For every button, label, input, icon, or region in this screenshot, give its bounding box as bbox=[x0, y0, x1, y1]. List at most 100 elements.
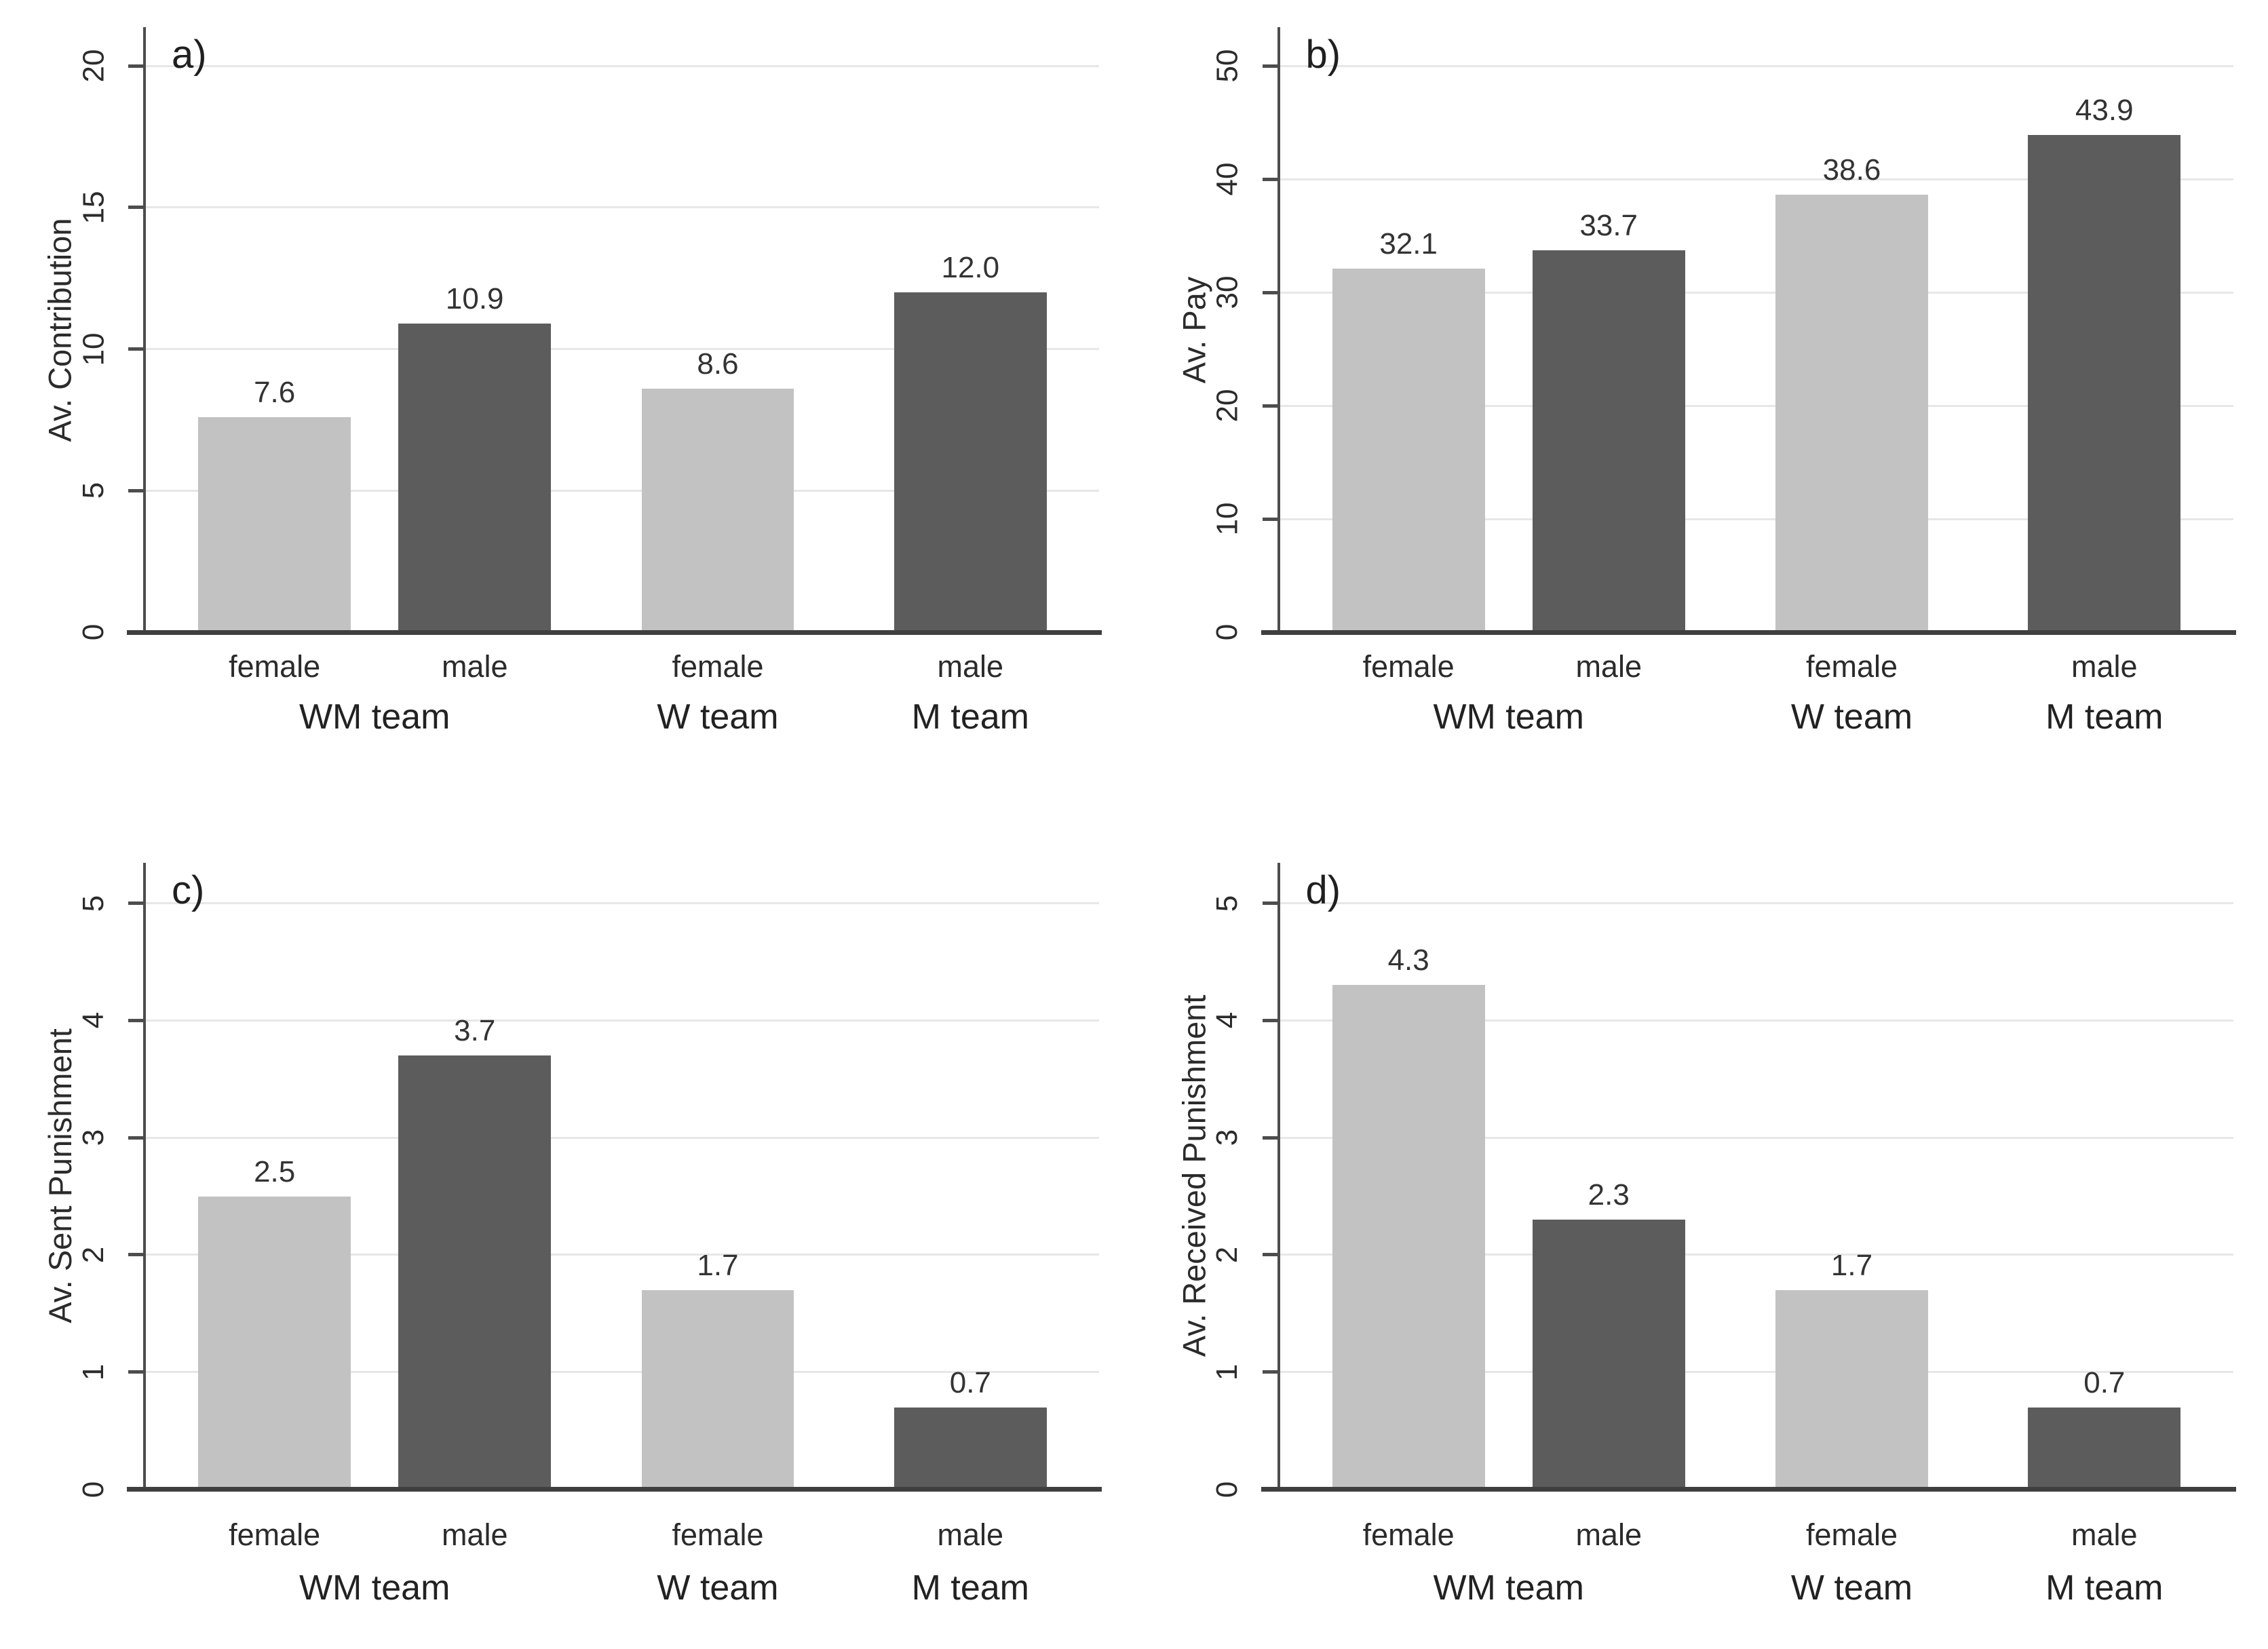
y-tick-mark bbox=[128, 1018, 146, 1022]
bar-female-2 bbox=[641, 1289, 794, 1490]
gridline bbox=[1280, 1254, 2233, 1256]
bar-value-label: 33.7 bbox=[1579, 209, 1638, 243]
y-tick-label-box: 0 bbox=[1193, 597, 1263, 667]
bar-male-3 bbox=[2028, 1407, 2181, 1490]
x-category-label: female bbox=[1805, 649, 1898, 684]
y-tick-mark bbox=[1262, 1370, 1280, 1374]
y-tick-mark bbox=[128, 901, 146, 905]
panel-letter: a) bbox=[172, 33, 207, 77]
y-tick-label-box: 1 bbox=[1193, 1337, 1263, 1408]
y-axis-line bbox=[1277, 862, 1280, 1490]
bar-female-0 bbox=[1332, 985, 1485, 1490]
x-category-label: male bbox=[1575, 1517, 1642, 1552]
y-tick-mark bbox=[128, 1253, 146, 1257]
y-tick-label-box: 4 bbox=[1193, 985, 1263, 1055]
x-category-label: male bbox=[441, 649, 508, 684]
y-tick-label: 10 bbox=[1210, 502, 1244, 536]
x-category-label: female bbox=[229, 649, 321, 684]
gridline bbox=[1280, 1019, 2233, 1022]
y-tick-mark bbox=[128, 1136, 146, 1140]
x-group-label: W team bbox=[1790, 697, 1913, 737]
y-tick-label-box: 2 bbox=[1193, 1220, 1263, 1290]
x-group-label: W team bbox=[1790, 1568, 1913, 1608]
y-tick-label: 4 bbox=[76, 1012, 110, 1029]
y-tick-label: 0 bbox=[76, 623, 110, 641]
y-tick-mark bbox=[1262, 901, 1280, 905]
panel-d: Av. Received Punishment d) 0 1 2 3 4 5 4.3 female… bbox=[1134, 825, 2268, 1649]
bar-female-0 bbox=[1332, 268, 1485, 632]
gridline bbox=[146, 64, 1099, 67]
y-tick-label: 1 bbox=[1210, 1363, 1244, 1380]
bar-value-label: 0.7 bbox=[949, 1365, 991, 1399]
bar-value-label: 10.9 bbox=[445, 282, 504, 315]
y-tick-label-box: 0 bbox=[58, 597, 129, 667]
gridline bbox=[146, 1371, 1099, 1374]
y-tick-mark bbox=[128, 347, 146, 351]
bar-value-label: 32.1 bbox=[1379, 227, 1438, 260]
x-axis-line bbox=[127, 1487, 1102, 1492]
y-tick-mark bbox=[128, 1370, 146, 1374]
y-axis-line bbox=[1277, 27, 1280, 632]
bar-male-3 bbox=[893, 1407, 1047, 1490]
y-tick-label-box: 15 bbox=[58, 172, 129, 243]
bar-value-label: 3.7 bbox=[454, 1014, 496, 1048]
y-tick-label: 0 bbox=[1210, 623, 1244, 641]
x-category-label: male bbox=[937, 1517, 1004, 1552]
bar-value-label: 43.9 bbox=[2075, 93, 2134, 127]
x-category-label: female bbox=[229, 1517, 321, 1552]
gridline bbox=[146, 902, 1099, 904]
panel-b: Av. Pay b) 0 10 20 30 40 50 32.1 female 33.7 male 38… bbox=[1134, 0, 2268, 825]
y-tick-label: 3 bbox=[1210, 1129, 1244, 1146]
y-tick-label: 3 bbox=[76, 1129, 110, 1146]
bar-value-label: 1.7 bbox=[697, 1248, 739, 1282]
x-group-label: W team bbox=[657, 1568, 779, 1608]
y-tick-label-box: 30 bbox=[1193, 257, 1263, 328]
y-tick-label: 4 bbox=[1210, 1012, 1244, 1029]
y-tick-label: 5 bbox=[1210, 895, 1244, 912]
y-tick-label: 20 bbox=[1210, 389, 1244, 423]
x-category-label: female bbox=[672, 1517, 764, 1552]
y-tick-label-box: 50 bbox=[1193, 31, 1263, 101]
y-tick-label: 0 bbox=[1210, 1481, 1244, 1498]
y-tick-label-box: 0 bbox=[1193, 1454, 1263, 1525]
y-tick-mark bbox=[1262, 290, 1280, 294]
x-axis-line bbox=[1261, 629, 2236, 635]
y-tick-mark bbox=[1262, 177, 1280, 181]
bar-male-3 bbox=[2028, 134, 2181, 632]
bar-male-1 bbox=[398, 323, 552, 632]
x-category-label: female bbox=[1362, 649, 1455, 684]
gridline bbox=[146, 1136, 1099, 1139]
x-group-label: M team bbox=[911, 1568, 1029, 1608]
panel-letter: c) bbox=[172, 868, 205, 912]
x-category-label: male bbox=[937, 649, 1004, 684]
y-tick-mark bbox=[1262, 64, 1280, 68]
y-tick-label: 0 bbox=[76, 1481, 110, 1498]
bar-female-0 bbox=[198, 1196, 351, 1490]
gridline bbox=[146, 1254, 1099, 1256]
x-group-label: M team bbox=[2045, 1568, 2164, 1608]
y-axis-line bbox=[143, 27, 146, 632]
bar-value-label: 2.5 bbox=[254, 1155, 296, 1188]
gridline bbox=[1280, 1371, 2233, 1374]
bar-value-label: 4.3 bbox=[1387, 944, 1429, 977]
y-tick-label: 10 bbox=[76, 332, 110, 366]
y-tick-label: 2 bbox=[1210, 1246, 1244, 1264]
bar-value-label: 7.6 bbox=[254, 375, 296, 409]
y-tick-label-box: 3 bbox=[1193, 1102, 1263, 1173]
bar-value-label: 8.6 bbox=[697, 347, 739, 381]
y-tick-label-box: 2 bbox=[58, 1220, 129, 1290]
y-axis-line bbox=[143, 862, 146, 1490]
y-tick-label-box: 40 bbox=[1193, 144, 1263, 214]
gridline bbox=[146, 489, 1099, 492]
y-tick-label: 15 bbox=[76, 191, 110, 225]
x-axis-line bbox=[1261, 1487, 2236, 1492]
y-tick-label-box: 5 bbox=[58, 455, 129, 526]
x-category-label: male bbox=[2071, 649, 2138, 684]
x-group-label: W team bbox=[657, 697, 779, 737]
bar-value-label: 12.0 bbox=[941, 251, 1000, 284]
bar-female-2 bbox=[1775, 195, 1928, 632]
y-tick-mark bbox=[1262, 517, 1280, 521]
y-tick-label-box: 5 bbox=[1193, 868, 1263, 939]
gridline bbox=[1280, 291, 2233, 294]
y-tick-label: 30 bbox=[1210, 275, 1244, 309]
